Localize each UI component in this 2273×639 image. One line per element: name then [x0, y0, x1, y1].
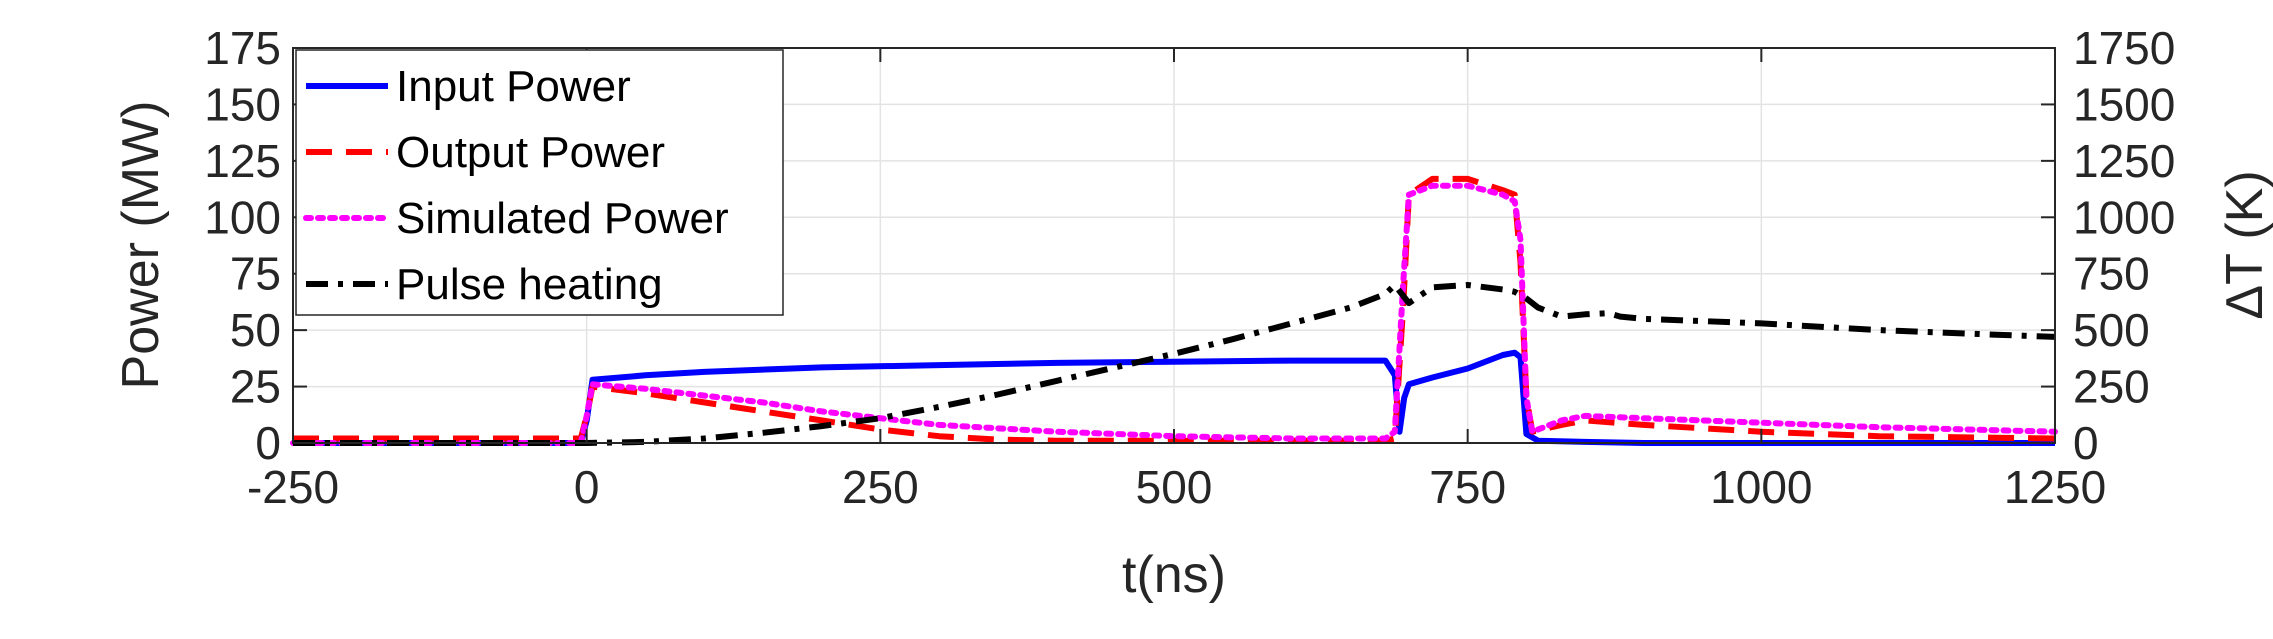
y-tick-label-left: 50: [230, 304, 281, 356]
legend-box: [295, 49, 784, 316]
y-axis-title-right: ΔT (K): [2216, 170, 2273, 319]
y-tick-label-left: 75: [230, 248, 281, 300]
x-tick-label: 1000: [1710, 461, 1812, 513]
legend-label: Input Power: [396, 62, 631, 111]
y-tick-label-left: 125: [204, 135, 281, 187]
y-tick-label-right: 0: [2073, 417, 2099, 469]
tick-labels: -250 0 250 500 750 1000 1250025507510012515017…: [204, 22, 2175, 513]
x-tick-label: -250: [247, 461, 339, 513]
y-tick-label-right: 500: [2073, 304, 2150, 356]
y-tick-label-left: 100: [204, 191, 281, 243]
legend-label: Pulse heating: [396, 260, 663, 309]
y-tick-label-left: 150: [204, 78, 281, 130]
legend-label: Simulated Power: [396, 194, 729, 243]
y-tick-label-right: 1500: [2073, 78, 2175, 130]
y-tick-label-right: 1250: [2073, 135, 2175, 187]
x-tick-label: 750: [1429, 461, 1506, 513]
series-line-simulated-power: [290, 182, 2058, 446]
x-axis-title: t(ns): [1122, 546, 1226, 604]
legend: Input Power Output Power Simulated Power Pu…: [295, 49, 784, 316]
series-line-input-power: [293, 349, 2055, 446]
legend-label: Output Power: [396, 128, 665, 177]
y-tick-label-right: 1750: [2073, 22, 2175, 74]
x-tick-label: 500: [1136, 461, 1213, 513]
y-axis-title-left: Power (MW): [112, 101, 170, 390]
y-tick-label-left: 0: [255, 417, 281, 469]
y-tick-label-right: 750: [2073, 248, 2150, 300]
series-line-output-power: [293, 175, 2056, 444]
series-line-pulse-heating: [293, 282, 2056, 446]
x-tick-label: 250: [842, 461, 919, 513]
y-tick-label-right: 1000: [2073, 191, 2175, 243]
y-tick-label-left: 175: [204, 22, 281, 74]
x-tick-label: 0: [574, 461, 600, 513]
y-tick-label-left: 25: [230, 361, 281, 413]
series-layer: [290, 175, 2058, 446]
y-tick-label-right: 250: [2073, 361, 2150, 413]
x-tick-label: 1250: [2004, 461, 2106, 513]
